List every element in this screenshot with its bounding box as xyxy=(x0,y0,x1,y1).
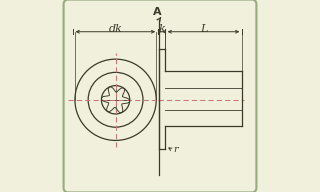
Text: k: k xyxy=(158,24,165,34)
Text: L: L xyxy=(200,24,207,34)
Text: dk: dk xyxy=(108,24,123,34)
Text: A: A xyxy=(153,7,162,17)
FancyBboxPatch shape xyxy=(64,0,256,192)
Text: r: r xyxy=(173,145,178,154)
